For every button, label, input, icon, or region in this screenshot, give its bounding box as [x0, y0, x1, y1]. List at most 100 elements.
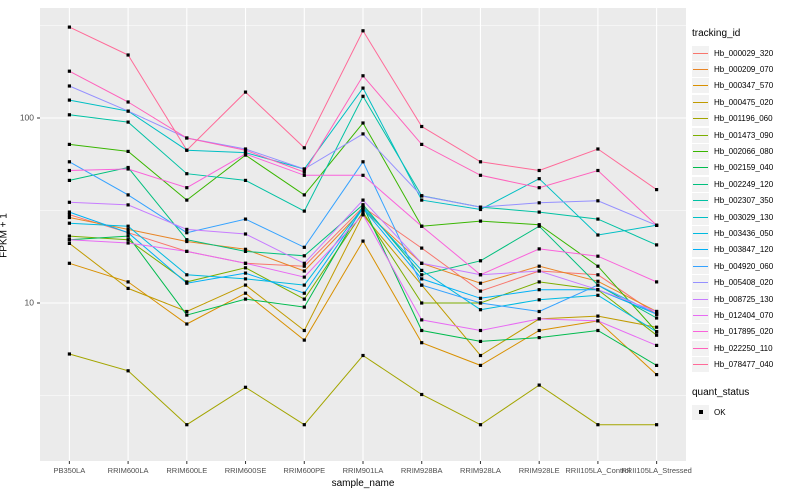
- data-point-marker: [478, 160, 483, 164]
- legend-color-line: [693, 298, 708, 300]
- data-point-marker: [67, 200, 71, 204]
- data-point-marker: [596, 288, 600, 292]
- data-point-marker: [185, 198, 189, 202]
- legend-item-Hb_003436_050: Hb_003436_050: [692, 225, 800, 241]
- data-point-marker: [302, 283, 306, 287]
- data-point-marker: [185, 281, 189, 285]
- data-point-marker: [596, 168, 600, 173]
- data-point-marker: [243, 247, 248, 251]
- y-axis-title: FPKM + 1: [0, 213, 10, 258]
- data-point-marker: [361, 94, 365, 98]
- data-point-marker: [67, 210, 71, 214]
- data-point-marker: [537, 224, 541, 228]
- data-point-marker: [420, 318, 424, 322]
- legend-item-label: Hb_012404_070: [714, 310, 774, 320]
- legend-item-Hb_000209_070: Hb_000209_070: [692, 61, 800, 78]
- legend-color-line: [693, 183, 708, 185]
- data-point-marker: [243, 283, 248, 287]
- data-point-marker: [185, 148, 189, 152]
- data-point-marker: [537, 264, 541, 268]
- data-point-marker: [302, 269, 306, 273]
- x-tick-label: RRIM928LE: [519, 466, 560, 475]
- data-point-marker: [361, 74, 365, 78]
- legend-item-label: OK: [714, 407, 726, 417]
- y-tick-label: 100: [20, 113, 34, 123]
- data-point-marker: [478, 301, 483, 305]
- legend-item-Hb_002249_120: Hb_002249_120: [692, 176, 800, 192]
- data-point-marker: [596, 319, 600, 323]
- legend-item-Hb_003847_120: Hb_003847_120: [692, 242, 800, 258]
- data-point-marker: [185, 239, 189, 244]
- legend-item-label: Hb_022250_110: [714, 343, 773, 353]
- data-point-marker: [361, 239, 365, 243]
- data-point-marker: [243, 249, 248, 253]
- data-point-marker: [478, 328, 483, 333]
- legend-key-swatch: [692, 144, 709, 160]
- legend-item-Hb_004920_060: Hb_004920_060: [692, 258, 800, 274]
- data-point-marker: [67, 98, 71, 102]
- data-point-marker: [537, 177, 541, 181]
- legend-item-Hb_003029_130: Hb_003029_130: [692, 209, 800, 225]
- legend-tracking-items: Hb_000029_320 Hb_000209_070 Hb_000347_570 H…: [692, 45, 800, 373]
- data-point-marker: [126, 369, 130, 373]
- data-point-marker: [67, 178, 71, 182]
- x-tick-label: RRIM901LA: [343, 466, 384, 475]
- legend-key-swatch: [692, 45, 709, 61]
- legend-item-label: Hb_003436_050: [714, 228, 774, 238]
- legend-item-Hb_002307_350: Hb_002307_350: [692, 193, 800, 209]
- data-point-marker: [596, 314, 600, 318]
- data-point-marker: [243, 266, 248, 270]
- legend-item-Hb_001196_060: Hb_001196_060: [692, 111, 800, 127]
- legend-key-swatch: [692, 225, 709, 241]
- legend-item-quant-ok: OK: [692, 404, 800, 420]
- data-point-marker: [67, 241, 71, 245]
- data-point-marker: [420, 283, 424, 287]
- legend-item-Hb_000029_320: Hb_000029_320: [692, 45, 800, 61]
- data-point-marker: [655, 188, 659, 192]
- legend-color-line: [693, 200, 708, 202]
- data-point-marker: [537, 317, 541, 321]
- data-point-marker: [478, 173, 483, 177]
- data-point-marker: [67, 160, 71, 164]
- data-point-marker: [420, 268, 424, 272]
- data-point-marker: [420, 142, 424, 146]
- data-point-marker: [185, 309, 189, 314]
- legend-panel: tracking_id Hb_000029_320 Hb_000209_070 Hb…: [692, 28, 800, 420]
- legend-title-quant-status: quant_status: [692, 386, 750, 398]
- legend-key-swatch: [692, 127, 709, 143]
- x-tick-label: RRIM928LA: [460, 466, 501, 475]
- data-point-marker: [596, 328, 600, 333]
- data-point-marker: [185, 186, 189, 190]
- data-point-marker: [420, 392, 424, 397]
- legend-color-line: [693, 69, 708, 71]
- data-point-marker: [126, 120, 130, 124]
- data-point-marker: [420, 341, 424, 345]
- legend-item-Hb_002066_080: Hb_002066_080: [692, 143, 800, 160]
- data-point-marker: [596, 279, 600, 283]
- data-point-marker: [420, 261, 424, 265]
- data-point-marker: [185, 172, 189, 176]
- data-point-marker: [655, 363, 659, 367]
- data-point-marker: [185, 231, 189, 235]
- legend-key-swatch: [692, 242, 709, 258]
- legend-item-label: Hb_001473_090: [714, 130, 774, 140]
- data-point-marker: [302, 291, 306, 295]
- data-point-marker: [302, 261, 306, 265]
- data-point-marker: [361, 206, 365, 210]
- data-point-marker: [537, 328, 541, 333]
- legend-key-swatch: [692, 275, 709, 291]
- data-point-marker: [596, 233, 600, 237]
- legend-item-label: Hb_000209_070: [714, 65, 774, 75]
- data-point-marker: [655, 223, 659, 227]
- data-point-marker: [243, 148, 248, 152]
- legend-item-Hb_078477_040: Hb_078477_040: [692, 356, 800, 373]
- data-point-marker: [478, 207, 483, 212]
- data-point-marker: [67, 25, 71, 29]
- legend-item-label: Hb_003847_120: [714, 245, 774, 255]
- legend-color-line: [693, 265, 708, 267]
- data-point-marker: [126, 227, 130, 231]
- data-point-marker: [67, 238, 71, 242]
- data-point-marker: [596, 273, 600, 277]
- legend-color-line: [693, 134, 708, 136]
